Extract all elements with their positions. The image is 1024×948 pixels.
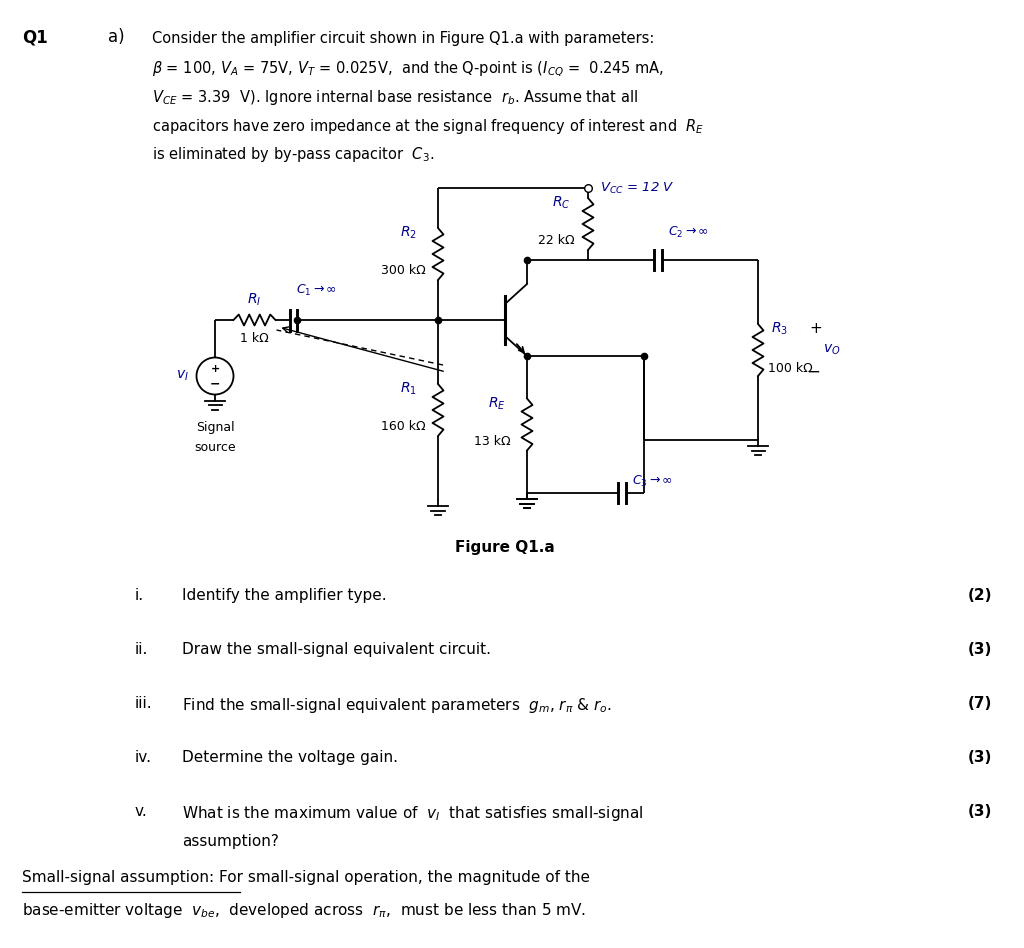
Text: capacitors have zero impedance at the signal frequency of interest and  $R_E$: capacitors have zero impedance at the si… <box>152 117 705 136</box>
Text: i.: i. <box>135 588 144 603</box>
Text: $C_1 \rightarrow \infty$: $C_1 \rightarrow \infty$ <box>296 283 337 298</box>
Text: $\beta$ = 100, $V_A$ = 75V, $V_T$ = 0.025V,  and the Q-point is ($I_{CQ}$ =  0.2: $\beta$ = 100, $V_A$ = 75V, $V_T$ = 0.02… <box>152 60 665 79</box>
Text: (2): (2) <box>968 588 992 603</box>
Text: $v_O$: $v_O$ <box>823 343 841 357</box>
Text: Consider the amplifier circuit shown in Figure Q1.a with parameters:: Consider the amplifier circuit shown in … <box>152 31 654 46</box>
Text: ii.: ii. <box>135 642 148 657</box>
Text: 1 kΩ: 1 kΩ <box>240 332 269 345</box>
Text: source: source <box>195 441 236 454</box>
Text: (3): (3) <box>968 804 992 819</box>
Text: $R_2$: $R_2$ <box>399 225 417 241</box>
Text: a): a) <box>108 28 125 46</box>
Text: $V_{CE}$ = 3.39  V). Ignore internal base resistance  $r_b$. Assume that all: $V_{CE}$ = 3.39 V). Ignore internal base… <box>152 88 638 107</box>
Text: 300 kΩ: 300 kΩ <box>381 264 425 277</box>
Text: Q1: Q1 <box>22 28 48 46</box>
Text: −: − <box>806 363 820 381</box>
Text: Draw the small-signal equivalent circuit.: Draw the small-signal equivalent circuit… <box>182 642 490 657</box>
Text: $R_I$: $R_I$ <box>248 292 261 308</box>
Text: $R_3$: $R_3$ <box>771 320 788 337</box>
Text: $V_{CC}$ = 12 V: $V_{CC}$ = 12 V <box>600 180 675 195</box>
Text: $v_I$: $v_I$ <box>176 369 189 383</box>
Text: iii.: iii. <box>135 696 153 711</box>
Text: $R_E$: $R_E$ <box>488 395 506 411</box>
Text: (7): (7) <box>968 696 992 711</box>
Text: 100 kΩ: 100 kΩ <box>768 362 813 375</box>
Text: Figure Q1.a: Figure Q1.a <box>455 540 555 555</box>
Text: +: + <box>810 320 822 336</box>
Text: (3): (3) <box>968 642 992 657</box>
Text: 13 kΩ: 13 kΩ <box>474 434 510 447</box>
Text: $R_1$: $R_1$ <box>399 380 417 397</box>
Text: is eliminated by by-pass capacitor  $C_3$.: is eliminated by by-pass capacitor $C_3$… <box>152 145 434 164</box>
Text: Small-signal assumption: For small-signal operation, the magnitude of the: Small-signal assumption: For small-signa… <box>22 870 590 885</box>
Text: +: + <box>210 363 219 374</box>
Text: 160 kΩ: 160 kΩ <box>381 420 425 433</box>
Text: iv.: iv. <box>135 750 152 765</box>
Text: Identify the amplifier type.: Identify the amplifier type. <box>182 588 387 603</box>
Text: Signal: Signal <box>196 421 234 434</box>
Text: Determine the voltage gain.: Determine the voltage gain. <box>182 750 398 765</box>
Text: −: − <box>210 377 220 390</box>
Text: (3): (3) <box>968 750 992 765</box>
Text: Find the small-signal equivalent parameters  $g_m$, $r_\pi$ & $r_o$.: Find the small-signal equivalent paramet… <box>182 696 612 715</box>
Text: v.: v. <box>135 804 147 819</box>
Text: 22 kΩ: 22 kΩ <box>538 234 574 247</box>
Text: assumption?: assumption? <box>182 834 279 849</box>
Text: $R_C$: $R_C$ <box>552 194 570 211</box>
Text: What is the maximum value of  $v_I$  that satisfies small-signal: What is the maximum value of $v_I$ that … <box>182 804 644 823</box>
Text: $C_3 \rightarrow \infty$: $C_3 \rightarrow \infty$ <box>632 474 673 489</box>
Text: base-emitter voltage  $v_{be}$,  developed across  $r_\pi$,  must be less than 5: base-emitter voltage $v_{be}$, developed… <box>22 902 586 921</box>
Text: $C_2 \rightarrow \infty$: $C_2 \rightarrow \infty$ <box>668 225 709 240</box>
